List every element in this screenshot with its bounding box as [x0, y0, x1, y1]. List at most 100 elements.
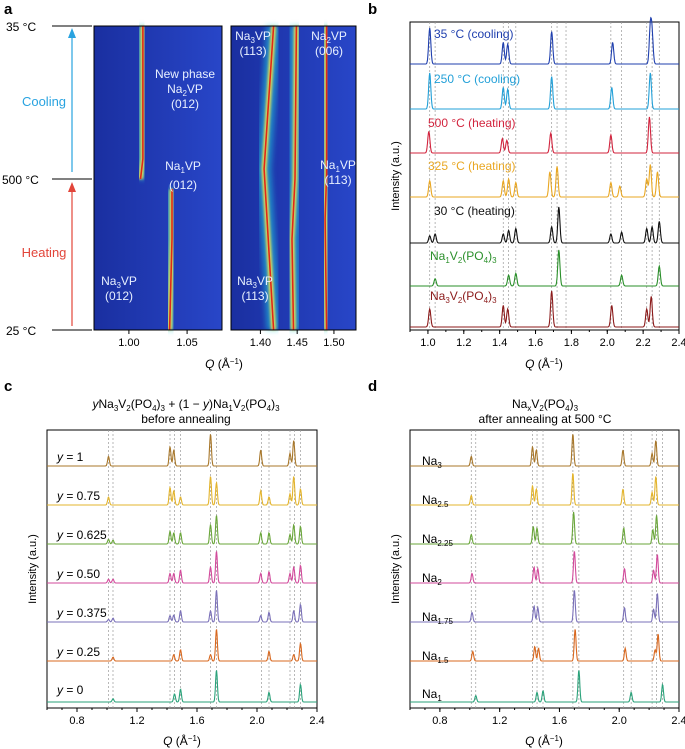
panel-c-series-label: y = 0.25 [56, 645, 100, 659]
panel-c-series-label: y = 0.625 [56, 528, 107, 542]
pattern-curve [410, 551, 679, 584]
x-tick-label: 2.4 [309, 715, 324, 727]
x-tick-label: 2.4 [671, 715, 685, 727]
pattern-curve [410, 290, 679, 328]
x-tick-label: 0.8 [432, 715, 447, 727]
panel-c-stacked-patterns: yNa3V2(PO4)3 + (1 − y)Na1V2(PO4)3 before… [27, 397, 325, 748]
a-left-tick-label: 1.00 [118, 337, 139, 349]
pattern-curve [410, 434, 679, 467]
panel-d-letter: d [368, 378, 377, 395]
annotation-na2vp-formula: Na2VP [167, 82, 203, 98]
ridge-na3vp-012-peak [168, 189, 173, 331]
cooling-label: Cooling [22, 94, 66, 109]
x-tick-label: 2.0 [612, 715, 627, 727]
panel-c-title-line2: before annealing [141, 412, 230, 426]
x-tick-label: 2.4 [671, 337, 685, 349]
panel-c-series-label: y = 0.50 [56, 567, 100, 581]
panel-d-series-label: Na2.25 [422, 532, 453, 548]
panel-b-frame [409, 21, 680, 331]
panel-d-x-ticks: 0.8 1.2 1.6 2.0 2.4 [409, 708, 685, 727]
annotation-na1vp-012-formula: Na1VP [165, 159, 201, 175]
annotation-na3vp-012-index: (012) [105, 289, 133, 303]
pattern-curve [410, 206, 679, 244]
x-tick-label: 2.2 [635, 337, 650, 349]
panel-d-ylabel: Intensity (a.u.) [390, 534, 402, 604]
pattern-curve [410, 473, 679, 506]
x-tick-label: 2.0 [600, 337, 615, 349]
panel-b-label-325c: 325 °C (heating) [428, 159, 516, 173]
panel-c-curves [47, 434, 317, 703]
panel-c-ylabel: Intensity (a.u.) [27, 534, 39, 604]
panel-b-ylabel: Intensity (a.u.) [390, 141, 402, 211]
pattern-curve [47, 629, 317, 662]
panel-d-series-label: Na1 [422, 687, 442, 703]
panel-c-series-labels: y = 1 y = 0.75 y = 0.625 y = 0.50 y = 0.375 y… [56, 450, 107, 697]
panel-c-series-label: y = 0 [56, 683, 84, 697]
pattern-curve [47, 476, 317, 506]
a-left-tick-label: 1.05 [176, 337, 197, 349]
panel-a-letter: a [4, 1, 13, 18]
x-tick-label: 1.6 [189, 715, 204, 727]
pattern-curve [410, 511, 679, 545]
a-right-tick-label: 1.40 [250, 337, 271, 349]
annotation-na3vp-012-formula: Na3VP [101, 274, 137, 290]
heating-label: Heating [22, 245, 67, 260]
panel-b-stacked-patterns: 1.0 1.2 1.4 1.6 1.8 2.0 2.2 2.4 Intensity (a.u.… [390, 16, 685, 371]
panel-a-heatmap: 35 °C 500 °C 25 °C Cooling Heating 1.00 1… [2, 20, 357, 371]
panel-b-label-500c: 500 °C (heating) [428, 116, 516, 130]
annotation-na1vp-113-formula: Na1VP [320, 158, 356, 174]
panel-b-label-na3: Na3V2(PO4)3 [430, 289, 497, 305]
x-tick-label: 1.2 [129, 715, 144, 727]
annotation-na2vp-006-index: (006) [315, 44, 343, 58]
panel-d-series-label: Na2 [422, 571, 442, 587]
pattern-curve [410, 16, 679, 65]
temp-label-500: 500 °C [2, 173, 39, 187]
panel-c-reference-lines [108, 430, 301, 708]
x-tick-label: 1.6 [528, 337, 543, 349]
pattern-curve [47, 670, 317, 703]
panel-c-xlabel: Q (Å−1) [163, 733, 201, 748]
heatmap-left-background [94, 26, 222, 330]
a-right-tick-label: 1.45 [286, 337, 307, 349]
heatmap-x-ticks: 1.00 1.05 1.40 1.45 1.50 [118, 330, 345, 349]
panel-d-stacked-patterns: NaxV2(PO4)3 after annealing at 500 °C 0.… [390, 397, 685, 748]
pattern-curve [410, 590, 679, 623]
ridge-na2vp-012-peak [139, 26, 144, 180]
panel-b-curves [410, 16, 679, 328]
panel-d-series-label: Na2.5 [422, 493, 449, 509]
heatmap-right-ridges [257, 25, 334, 331]
panel-d-xlabel: Q (Å−1) [525, 733, 563, 748]
a-right-tick-label: 1.50 [323, 337, 344, 349]
panel-d-series-label: Na1.75 [422, 610, 453, 626]
panel-b-letter: b [368, 1, 377, 18]
x-tick-label: 1.8 [564, 337, 579, 349]
panel-b-label-250c: 250 °C (cooling) [434, 72, 520, 86]
heatmap-right-frame [230, 25, 357, 331]
panel-d-title-line2: after annealing at 500 °C [479, 412, 612, 426]
panel-d-series-label: Na1.5 [422, 649, 449, 665]
x-tick-label: 1.0 [420, 337, 435, 349]
panel-d-series-labels: Na3 Na2.5 Na2.25 Na2 Na1.75 Na1.5 Na1 [422, 454, 453, 703]
pattern-curve [410, 629, 679, 662]
panel-d-curves [410, 434, 679, 703]
x-tick-label: 1.6 [552, 715, 567, 727]
annotation-na3vp-113-bottom-formula: Na3VP [237, 274, 273, 290]
pattern-curve [410, 670, 679, 703]
annotation-na3vp-113-top-formula: Na3VP [235, 29, 271, 45]
heatmap-annotations: New phase Na2VP (012) Na1VP (012) Na3VP … [101, 29, 356, 303]
pattern-curve [47, 515, 317, 545]
heatmap-left-frame [93, 25, 223, 331]
panel-b-label-35c: 35 °C (cooling) [434, 27, 514, 41]
heatmap-left-ridges [133, 26, 179, 331]
pattern-curve [47, 590, 317, 623]
panel-c-series-label: y = 0.375 [56, 606, 107, 620]
pattern-curve [410, 72, 679, 110]
panel-b-xlabel: Q (Å−1) [525, 356, 563, 371]
ridge-na1vp-113-peak [324, 26, 328, 331]
panel-d-title-line1: NaxV2(PO4)3 [512, 397, 579, 413]
x-tick-label: 1.2 [492, 715, 507, 727]
panel-b-reference-lines [429, 22, 660, 330]
temp-label-25: 25 °C [6, 324, 36, 338]
annotation-new-phase: New phase [155, 67, 215, 81]
